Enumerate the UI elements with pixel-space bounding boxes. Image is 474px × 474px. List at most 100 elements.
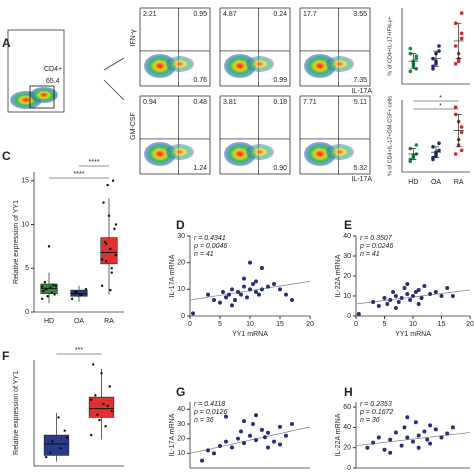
- gate-label: CD4+: [44, 66, 62, 73]
- point: [266, 430, 270, 435]
- point: [393, 294, 398, 298]
- point: [73, 291, 77, 294]
- point: [111, 179, 115, 182]
- fit-line: [355, 432, 471, 447]
- connector: [103, 79, 125, 101]
- quadrant-value: 17.7: [303, 11, 317, 18]
- point: [290, 422, 294, 426]
- point: [47, 245, 51, 248]
- point: [106, 404, 109, 408]
- point: [245, 295, 249, 300]
- y-axis-label: % of CD4+IL-17+GM-CSF+ cells: [387, 96, 393, 176]
- y-tick-label: 0: [347, 465, 351, 472]
- point: [98, 418, 101, 422]
- stat: n = 36: [360, 417, 380, 424]
- quadrant-value: 5.32: [353, 165, 367, 172]
- point: [396, 300, 401, 304]
- point: [433, 290, 438, 294]
- point: [109, 247, 112, 251]
- x-tick-label: 0: [188, 321, 192, 328]
- y-tick-label: 40: [343, 424, 351, 431]
- quadrant-value: 5.11: [354, 99, 367, 106]
- point: [218, 444, 222, 448]
- point: [89, 433, 93, 437]
- point: [272, 282, 276, 286]
- point: [104, 425, 107, 428]
- quadrant-value: 3.81: [223, 99, 237, 106]
- point: [251, 422, 255, 426]
- error-bar: [453, 22, 464, 60]
- point: [388, 298, 393, 302]
- point: [248, 260, 252, 265]
- point: [63, 429, 66, 432]
- point: [224, 295, 228, 300]
- point: [45, 288, 48, 291]
- point: [416, 433, 421, 438]
- flow-plot: [299, 7, 371, 87]
- point: [102, 402, 105, 406]
- point: [49, 451, 52, 454]
- point: [236, 436, 240, 441]
- flow-plot: [299, 95, 371, 175]
- point: [110, 267, 113, 270]
- x-tick-label: 0: [354, 321, 358, 328]
- point: [439, 435, 444, 440]
- point: [106, 183, 109, 187]
- x-tick-label: 10: [246, 321, 254, 328]
- point: [239, 429, 243, 434]
- error-bar: [453, 114, 464, 148]
- dot: [408, 46, 413, 51]
- dot: [459, 125, 464, 129]
- point: [248, 433, 252, 438]
- point: [416, 288, 421, 292]
- quadrant-value: 0.24: [273, 11, 287, 18]
- point: [405, 282, 410, 286]
- x-tick-label: 15: [438, 321, 446, 328]
- point: [260, 287, 264, 292]
- dot: [414, 56, 419, 61]
- quadrant-value: 7.35: [353, 77, 367, 84]
- y-axis-label: IL-17A mRNA: [169, 413, 176, 456]
- flow-plot: [139, 7, 211, 87]
- point: [107, 214, 111, 217]
- point: [428, 292, 433, 296]
- point: [260, 266, 264, 270]
- y-tick-label: 10: [177, 450, 185, 457]
- quadrant-value: 4.87: [223, 11, 237, 18]
- point: [356, 312, 361, 316]
- point: [278, 424, 282, 429]
- quadrant-value: 0.18: [273, 99, 287, 106]
- dot: [414, 67, 419, 71]
- point: [53, 293, 56, 296]
- stat: p = 0.1672: [359, 409, 393, 416]
- dot: [437, 148, 441, 153]
- point: [49, 286, 52, 289]
- point: [92, 363, 95, 366]
- point: [242, 441, 246, 446]
- flow-plot: [219, 95, 291, 175]
- dot: [459, 11, 464, 15]
- point: [110, 271, 113, 274]
- point: [242, 419, 246, 424]
- y-tick-label: 10: [177, 286, 185, 293]
- x-tick-label: HD: [44, 318, 54, 325]
- x-tick-label: 10: [409, 321, 417, 328]
- point: [42, 289, 45, 293]
- point: [290, 298, 294, 302]
- point: [439, 294, 444, 298]
- annotation: ****: [74, 171, 85, 178]
- point: [399, 443, 404, 448]
- y-tick-label: 10: [343, 293, 351, 300]
- density: [30, 87, 58, 103]
- point: [248, 287, 252, 292]
- point: [221, 290, 225, 294]
- point: [114, 223, 118, 226]
- point: [51, 283, 55, 287]
- point: [84, 288, 88, 291]
- point: [224, 414, 228, 419]
- dot: [456, 59, 461, 63]
- dot: [453, 61, 458, 66]
- density: [166, 56, 194, 72]
- x-tick-label: OA: [431, 179, 441, 186]
